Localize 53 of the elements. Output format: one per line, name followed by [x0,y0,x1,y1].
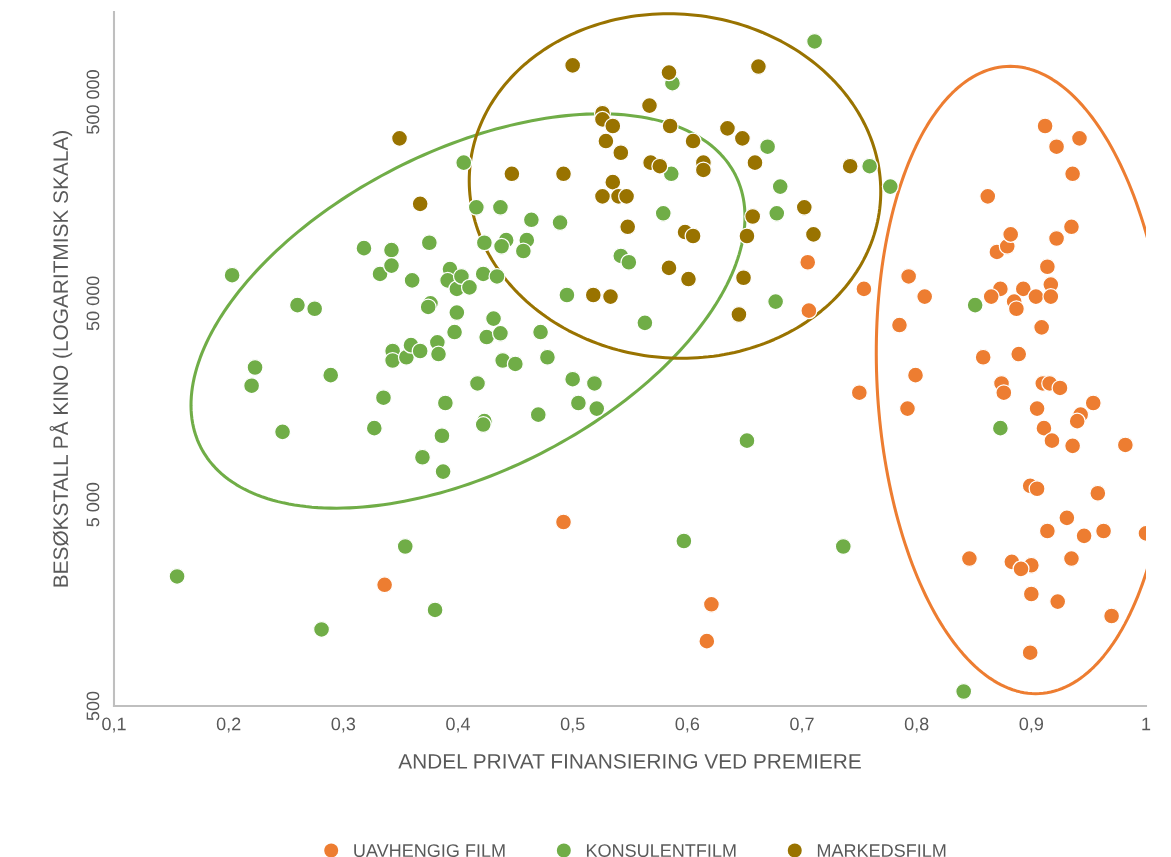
legend-label: UAVHENGIG FILM [354,844,505,857]
point [601,288,620,306]
point [733,129,751,147]
point [718,119,737,137]
y-tick-label: 500 000 [86,70,100,134]
point [604,173,622,191]
point [564,56,582,74]
point [841,157,859,175]
point [795,198,813,216]
point [640,97,659,115]
point [749,58,767,76]
x-tick-label: 0,4 [446,717,471,733]
y-axis-title: BESØKSTALL PÅ KINO (LOGARITMISK SKALA) [49,131,73,587]
point [584,286,602,304]
x-tick-label: 0,8 [904,717,929,733]
point [604,117,622,135]
point [730,305,748,324]
point [738,227,756,245]
point [593,187,612,205]
x-tick-label: 0,6 [675,717,700,733]
x-tick-label: 0,1 [102,717,126,733]
point [618,187,636,205]
point [411,195,429,213]
point [390,129,409,147]
point [660,64,678,82]
x-tick-label: 0,5 [560,717,585,733]
legend-label: MARKEDSFILM [817,844,946,857]
x-tick-label: 0,9 [1019,717,1044,733]
point [734,269,753,287]
x-tick-label: 0,3 [331,717,356,733]
point [554,165,573,183]
y-tick-label: 500 [86,691,100,721]
point [804,225,823,243]
point [746,154,764,172]
x-tick-label: 1 [1142,717,1151,731]
x-axis-title: ANDEL PRIVAT FINANSIERING VED PREMIERE [398,753,861,769]
point [684,227,702,245]
point [679,270,698,288]
point [503,165,521,183]
point [661,117,679,135]
point [660,259,678,277]
point [619,218,637,236]
y-tick-label: 50 000 [86,276,100,331]
y-tick-label: 5 000 [86,482,100,527]
point [597,132,615,150]
point [612,144,630,162]
point [684,132,702,150]
x-tick-label: 0,2 [216,717,241,733]
point [694,161,712,179]
legend-label: KONSULENTFILM [586,844,736,857]
x-tick-label: 0,7 [790,717,814,733]
point [651,157,669,175]
point [744,207,762,226]
